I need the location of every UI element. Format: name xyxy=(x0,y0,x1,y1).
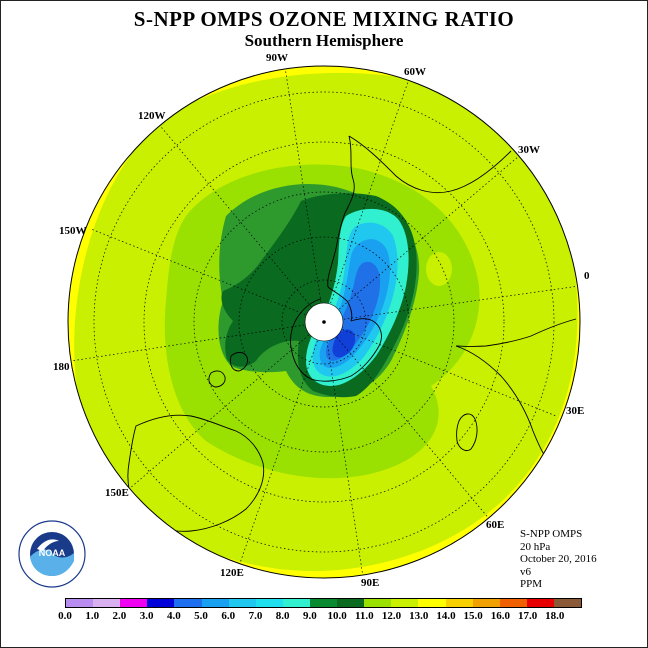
lon-label-90e: 90E xyxy=(361,577,379,589)
colorbar-tick-label: 16.0 xyxy=(490,610,510,622)
product-info: S-NPP OMPS 20 hPa October 20, 2016 v6 PP… xyxy=(520,528,597,591)
map-title: S-NPP OMPS OZONE MIXING RATIO xyxy=(133,7,515,31)
colorbar-tick-label: 10.0 xyxy=(327,610,347,622)
map-subtitle: Southern Hemisphere xyxy=(244,31,404,50)
colorbar-segment xyxy=(472,599,500,607)
pole-point xyxy=(322,320,326,324)
colorbar-tick-label: 12.0 xyxy=(381,610,402,622)
lon-label-150e: 150E xyxy=(105,487,129,499)
info-line: v6 xyxy=(520,565,531,578)
colorbar-tick-label: 13.0 xyxy=(409,610,429,622)
colorbar-segment xyxy=(66,599,94,607)
colorbar-tick-label: 14.0 xyxy=(436,610,456,622)
colorbar-tick-label: 7.0 xyxy=(248,610,263,622)
colorbar-segment xyxy=(418,599,446,607)
colorbar-segment xyxy=(391,599,419,607)
colorbar-segment xyxy=(120,599,148,607)
colorbar-segment xyxy=(445,599,473,607)
colorbar-segment xyxy=(174,599,202,607)
lon-label-120e: 120E xyxy=(220,567,244,579)
lon-label-0: 0 xyxy=(584,270,590,282)
globe-outline xyxy=(67,65,581,579)
colorbar-tick-label: 17.0 xyxy=(517,610,538,622)
colorbar-segment xyxy=(337,599,365,607)
field-dark-blue xyxy=(332,329,356,358)
colorbar-tick-label: 15.0 xyxy=(463,610,483,622)
colorbar-segment xyxy=(526,599,554,607)
lon-label-30e: 30E xyxy=(566,405,584,417)
colorbar-segment xyxy=(255,599,283,607)
lon-label-60e: 60E xyxy=(486,519,504,531)
colorbar-segment xyxy=(93,599,121,607)
colorbar-tick-label: 11.0 xyxy=(354,610,374,622)
lon-label-180: 180 xyxy=(53,361,70,373)
colorbar-tick-label: 2.0 xyxy=(112,610,127,622)
colorbar-segment xyxy=(553,599,582,607)
coastlines xyxy=(127,135,577,532)
noaa-logo: NOAA xyxy=(18,520,86,588)
lon-label-120w: 120W xyxy=(138,110,166,122)
lon-label-30w: 30W xyxy=(518,144,540,156)
colorbar-segment xyxy=(147,599,175,607)
longitude-lines xyxy=(70,66,580,578)
noaa-logo-text: NOAA xyxy=(39,548,66,558)
info-line: 20 hPa xyxy=(520,540,551,553)
field-yellow-patch xyxy=(426,252,452,286)
colorbar-tick-label: 9.0 xyxy=(303,610,317,622)
colorbar-tick-label: 5.0 xyxy=(194,610,208,622)
colorbar-ticks: 0.0 1.0 2.0 3.0 4.0 5.0 6.0 7.0 8.0 9.0 10.0 11.0 12… xyxy=(58,610,582,624)
info-line: S-NPP OMPS xyxy=(520,528,583,540)
colorbar-tick-label: 3.0 xyxy=(139,610,154,622)
lon-label-90w: 90W xyxy=(266,52,288,64)
colorbar-tick-label: 18.0 xyxy=(545,610,565,622)
lon-label-60w: 60W xyxy=(404,66,426,78)
colorbar-tick-label: 6.0 xyxy=(221,610,236,622)
colorbar-segment xyxy=(309,599,338,607)
colorbar-tick-label: 8.0 xyxy=(275,610,290,622)
lon-label-150w: 150W xyxy=(59,225,87,237)
colorbar-segment xyxy=(228,599,256,607)
colorbar-segment xyxy=(364,599,392,607)
colorbar-segment xyxy=(282,599,310,607)
colorbar-segment xyxy=(499,599,527,607)
info-line: PPM xyxy=(520,578,543,590)
colorbar-tick-label: 1.0 xyxy=(85,610,100,622)
colorbar xyxy=(65,598,582,608)
latitude-circles xyxy=(93,91,555,553)
colorbar-segment xyxy=(201,599,229,607)
colorbar-tick-label: 0.0 xyxy=(58,610,72,622)
colorbar-tick-label: 4.0 xyxy=(166,610,181,622)
info-line: October 20, 2016 xyxy=(520,553,597,565)
